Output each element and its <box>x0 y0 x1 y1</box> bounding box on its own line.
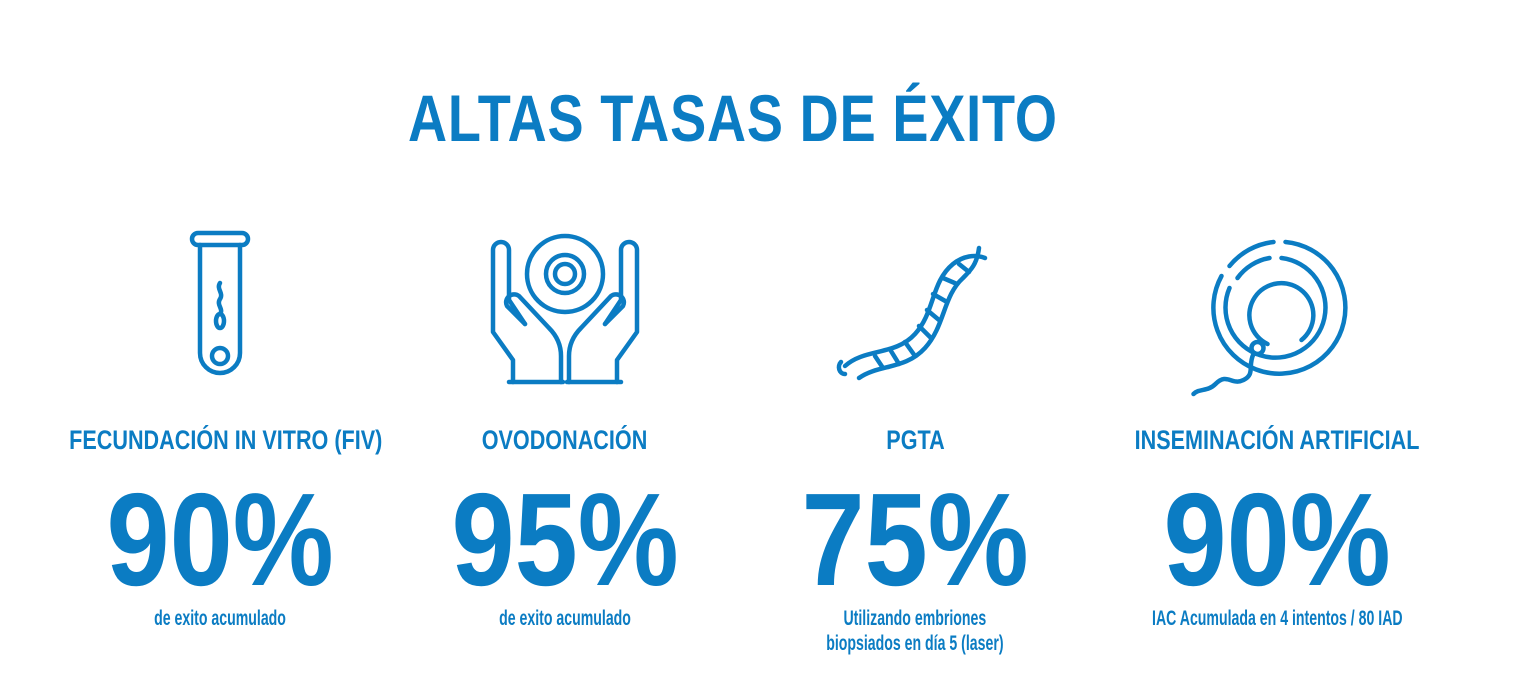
stat-label: OVODONACIÓN <box>482 425 648 455</box>
page-title: ALTAS TASAS DE ÉXITO <box>408 81 1058 155</box>
stat-label: FECUNDACIÓN IN VITRO (FIV) <box>69 425 383 455</box>
stat-card-pgta: PGTA 75% Utilizando embriones biopsiados… <box>725 0 1105 685</box>
stat-value: 95% <box>451 466 679 613</box>
egg-sperm-icon <box>1190 232 1365 407</box>
description-line: de exito acumulado <box>499 607 631 630</box>
stat-label: PGTA <box>885 425 945 455</box>
description-line: de exito acumulado <box>154 607 286 630</box>
stat-value: 90% <box>1163 466 1391 613</box>
stat-card-ovodonacion: OVODONACIÓN 95% de exito acumulado <box>375 0 755 685</box>
hands-holding-egg-icon <box>485 232 645 387</box>
stat-card-inseminacion: INSEMINACIÓN ARTIFICIAL 90% IAC Acumulad… <box>1087 0 1467 685</box>
test-tube-sperm-icon <box>180 225 260 385</box>
stat-description: de exito acumulado <box>30 606 410 631</box>
description-line: biopsiados en día 5 (laser) <box>826 632 1004 655</box>
stat-value: 90% <box>106 466 334 613</box>
stat-label: INSEMINACIÓN ARTIFICIAL <box>1134 425 1420 455</box>
stat-description: IAC Acumulada en 4 intentos / 80 IAD <box>1087 606 1467 631</box>
description-line: IAC Acumulada en 4 intentos / 80 IAD <box>1151 607 1403 630</box>
stat-description: de exito acumulado <box>375 606 755 631</box>
stat-description: Utilizando embriones biopsiados en día 5… <box>725 606 1105 656</box>
stat-card-fiv: FECUNDACIÓN IN VITRO (FIV) 90% de exito … <box>30 0 410 685</box>
stat-value: 75% <box>801 466 1029 613</box>
dna-helix-icon <box>835 238 995 388</box>
description-line: Utilizando embriones <box>843 607 987 630</box>
